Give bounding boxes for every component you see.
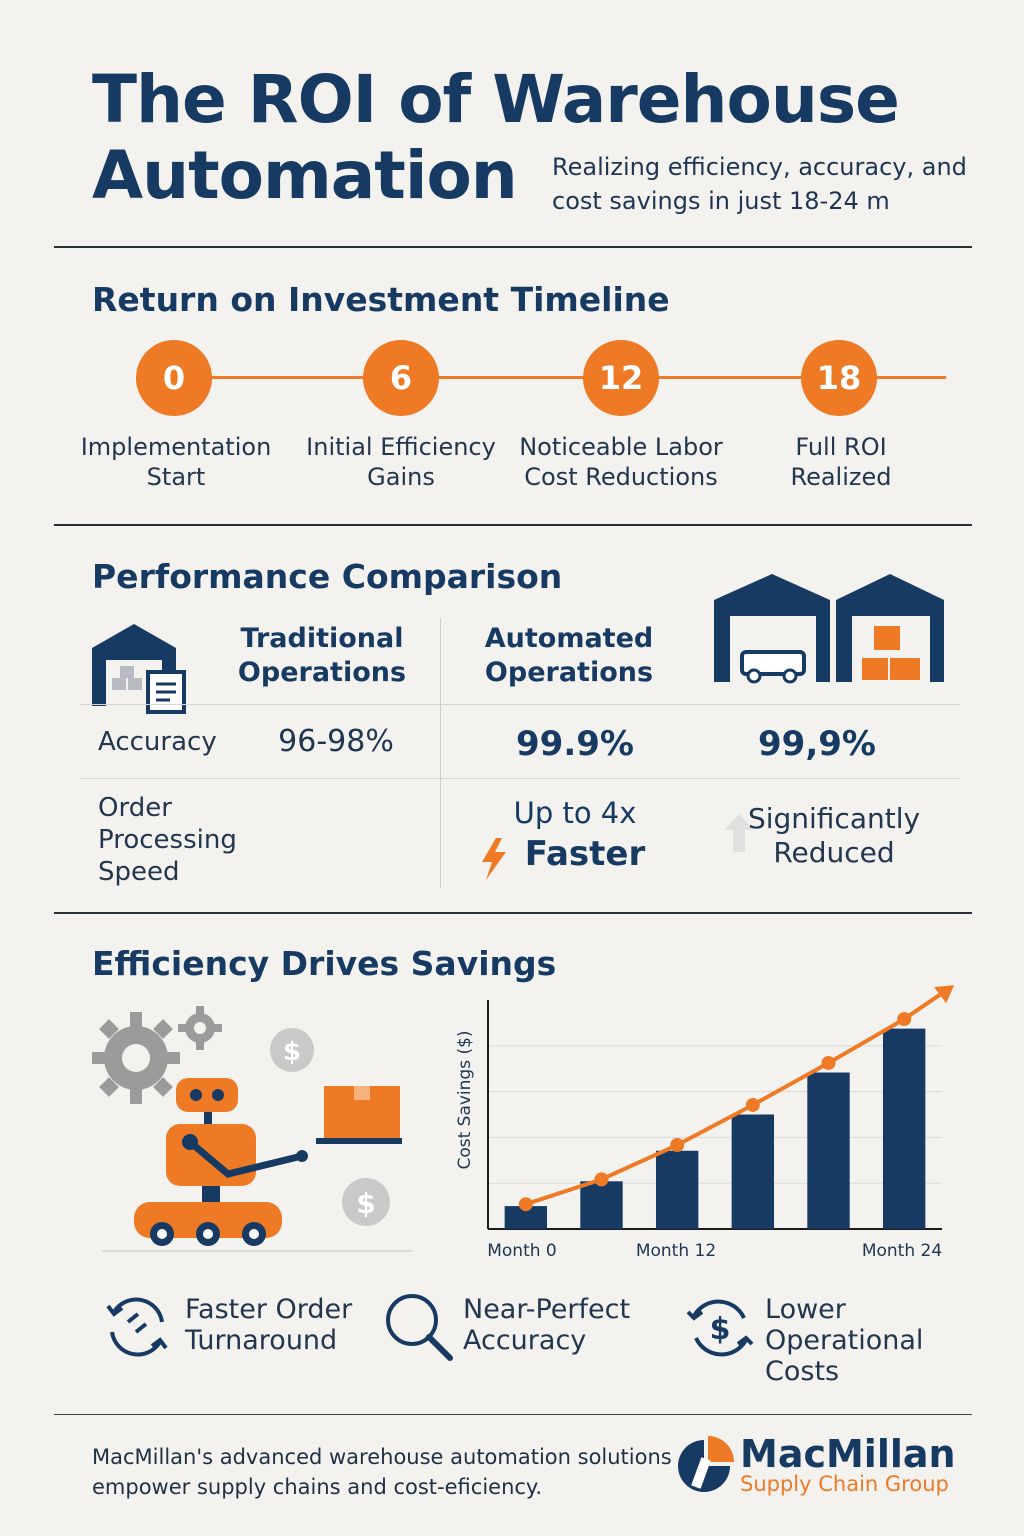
brand-name: MacMillan [740,1432,956,1476]
chart-ylabel: Cost Savings ($) [455,1030,475,1169]
benefit-faster-turnaround: Faster Order Turnaround [185,1294,353,1356]
automated-header: Automated Operations [484,623,654,688]
svg-text:$: $ [283,1037,301,1067]
x-tick-label-month-12: Month 12 [636,1241,716,1261]
dollar-cycle-icon: $ [686,1299,754,1357]
timeline-label-18: Full ROI Realized [790,433,892,491]
divider [54,524,972,526]
x-tick-label-month-24: Month 24 [862,1241,942,1261]
chart-bar-5 [882,1028,926,1229]
row-label-speed: Order Processing Speed [98,793,237,887]
benefit-lower-costs: Lower Operational Costs [765,1294,924,1387]
chart-bar-1 [580,1181,623,1229]
row-divider [80,778,960,779]
divider [54,246,972,248]
timeline-marker-6: 6 [363,340,439,416]
benefit-accuracy: Near-Perfect Accuracy [463,1294,631,1356]
automated-warehouse-icon [714,574,944,684]
column-divider [440,618,441,888]
brand-subtitle: Supply Chain Group [740,1472,949,1496]
traditional-warehouse-icon [92,624,186,714]
refresh-cycle-icon [106,1297,168,1357]
chart-trend-point-1 [594,1172,609,1187]
page-subtitle: Realizing efficiency, accuracy, and cost… [552,153,967,215]
lightning-icon [482,838,506,880]
chart-trend-line [525,1017,906,1207]
chart-bar-3 [731,1114,775,1229]
chart-bar-4 [807,1072,850,1229]
divider [54,912,972,914]
svg-text:$: $ [356,1187,375,1220]
chart-trend-point-4 [821,1055,836,1070]
chart-bar-2 [655,1150,699,1229]
x-tick-label-month-0: Month 0 [487,1241,557,1261]
timeline-label-0: Implementation Start [80,433,272,491]
page-title: The ROI of Warehouse Automation [92,61,900,214]
timeline-line [174,376,946,379]
extra-speed-value: Significantly Reduced [747,802,921,869]
brand-logo-icon [678,1436,734,1492]
timeline-marker-12: 12 [583,340,659,416]
automated-speed-line2: Faster [524,834,646,874]
row-divider [80,704,960,705]
chart-trend-arrowhead [934,985,955,1004]
savings-title: Efficiency Drives Savings [92,944,557,983]
magnifier-icon [386,1294,453,1361]
robot-illustration: $ $ [92,1006,412,1252]
row-label-accuracy: Accuracy [98,727,217,757]
chart-trend-point-0 [518,1197,533,1212]
automated-speed-line1: Up to 4x [513,796,637,830]
timeline-label-6: Initial Efficiency Gains [306,433,496,491]
traditional-accuracy-value: 96-98% [278,724,394,759]
chart-bar-0 [504,1206,548,1229]
savings-chart: Cost Savings ($) Month 0 Month 12 Month … [455,985,955,1261]
timeline-marker-0: 0 [136,340,212,416]
down-arrow-icon [724,814,754,852]
divider [54,1414,972,1415]
chart-grid [488,1045,942,1184]
traditional-header: Traditional Operations [237,623,407,688]
timeline-label-12: Noticeable Labor Cost Reductions [519,433,723,491]
timeline-marker-18: 18 [801,340,877,416]
chart-trend-point-2 [670,1138,685,1153]
comparison-title: Performance Comparison [92,557,563,596]
svg-text:$: $ [710,1312,731,1347]
footer-text: MacMillan's advanced warehouse automatio… [92,1445,672,1499]
extra-accuracy-value: 99,9% [758,724,876,764]
chart-trend-point-3 [745,1097,760,1112]
timeline-title: Return on Investment Timeline [92,280,670,319]
automated-accuracy-value: 99.9% [516,724,634,764]
